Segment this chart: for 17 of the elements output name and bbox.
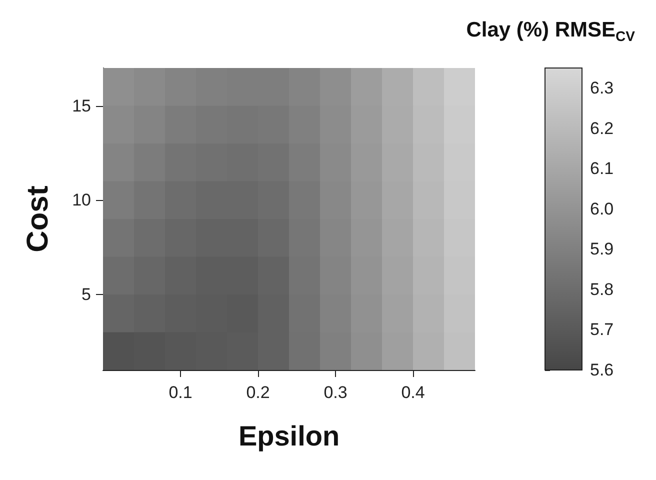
y-tick-label: 10: [72, 190, 91, 210]
y-tick-label: 5: [82, 285, 91, 304]
color-bar-label: 6.2: [590, 118, 614, 138]
color-bar-label: 6.1: [590, 159, 614, 178]
x-tick-label: 0.2: [246, 383, 270, 402]
color-bar-label: 5.9: [590, 240, 614, 259]
x-tick-label: 0.4: [401, 383, 425, 402]
x-tick-label: 0.1: [168, 383, 192, 402]
color-bar-label: 5.8: [590, 280, 614, 299]
color-bar-label: 5.7: [590, 320, 614, 340]
x-axis-title: Epsilon: [238, 420, 340, 452]
x-tick-label: 0.3: [324, 383, 348, 402]
color-bar-label: 6.3: [590, 78, 614, 98]
color-bar-label: 5.6: [590, 360, 614, 380]
y-axis-title: Cost: [22, 186, 54, 252]
color-bar-label: 6.0: [590, 199, 614, 218]
y-tick-label: 15: [72, 96, 91, 116]
